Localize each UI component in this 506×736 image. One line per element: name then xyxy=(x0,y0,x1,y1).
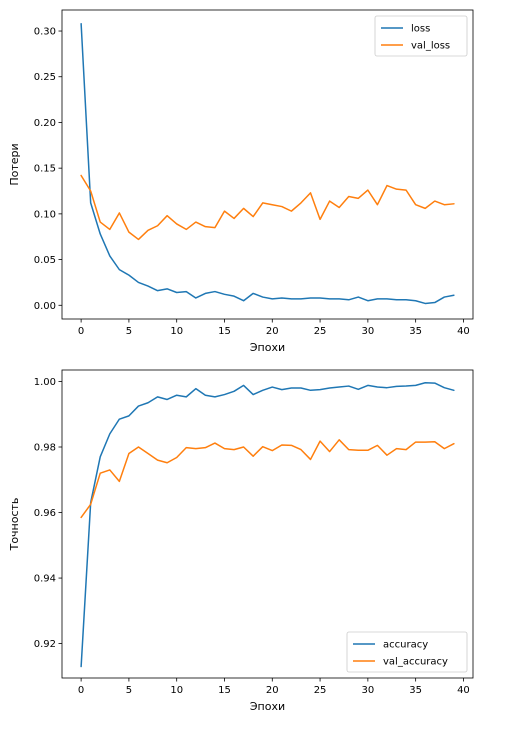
x-tick-label: 35 xyxy=(409,685,422,696)
y-tick-label: 0.20 xyxy=(34,118,56,129)
chart-panel-2: 0 5 10 15 20 25 30 35 40 0.92 0.94 0.96 0.98 1.00 Эпох… xyxy=(8,369,474,713)
y-tick-label: 0.92 xyxy=(34,639,56,650)
charts-root: 0 5 10 15 20 25 30 35 40 0.00 0.05 0.10 0.15 0.20 0.25… xyxy=(8,9,474,713)
x-tick-label: 20 xyxy=(266,685,279,696)
plot-frame xyxy=(61,369,474,679)
legend-label-loss: loss xyxy=(411,24,430,35)
x-tick-label: 15 xyxy=(218,326,231,337)
series-line-val-accuracy xyxy=(80,439,455,519)
y-tick-label: 0.94 xyxy=(34,574,56,585)
y-axis-label: Точность xyxy=(8,498,21,552)
x-tick-label: 30 xyxy=(361,326,374,337)
series-line-val-loss xyxy=(80,174,455,241)
x-tick-label: 5 xyxy=(126,685,132,696)
legend: loss val_loss xyxy=(374,15,468,57)
y-axis-label: Потери xyxy=(8,143,21,185)
chart-panel-1: 0 5 10 15 20 25 30 35 40 0.00 0.05 0.10 0.15 0.20 0.25… xyxy=(8,9,474,354)
y-tick-label: 0.15 xyxy=(34,164,56,175)
y-tick-label: 0.10 xyxy=(34,209,56,220)
x-tick-label: 20 xyxy=(266,326,279,337)
y-tick-label: 0.98 xyxy=(34,443,56,454)
x-tick-label: 35 xyxy=(409,326,422,337)
x-tick-label: 30 xyxy=(361,685,374,696)
x-tick-label: 10 xyxy=(170,685,183,696)
x-tick-label: 0 xyxy=(78,326,84,337)
y-tick-label: 0.96 xyxy=(34,508,56,519)
x-tick-label: 25 xyxy=(314,326,327,337)
x-tick-label: 0 xyxy=(78,685,84,696)
legend-box xyxy=(374,15,468,57)
x-tick-label: 5 xyxy=(126,326,132,337)
x-tick-label: 25 xyxy=(314,685,327,696)
x-axis-label: Эпохи xyxy=(250,700,285,713)
legend-label-val-accuracy: val_accuracy xyxy=(383,657,448,668)
legend: accuracy val_accuracy xyxy=(346,631,468,673)
x-tick-label: 15 xyxy=(218,685,231,696)
y-tick-label: 1.00 xyxy=(34,377,56,388)
series-line-loss xyxy=(80,22,455,305)
series-line-accuracy xyxy=(80,382,455,668)
x-tick-label: 40 xyxy=(457,685,470,696)
y-tick-label: 0.00 xyxy=(34,301,56,312)
x-axis-label: Эпохи xyxy=(250,341,285,354)
y-tick-label: 0.30 xyxy=(34,27,56,38)
legend-box xyxy=(346,631,468,673)
plot-frame xyxy=(61,9,474,320)
y-tick-label: 0.25 xyxy=(34,72,56,83)
y-tick-label: 0.05 xyxy=(34,255,56,266)
legend-label-accuracy: accuracy xyxy=(383,640,428,651)
x-tick-label: 40 xyxy=(457,326,470,337)
x-tick-label: 10 xyxy=(170,326,183,337)
legend-label-val-loss: val_loss xyxy=(411,41,450,52)
